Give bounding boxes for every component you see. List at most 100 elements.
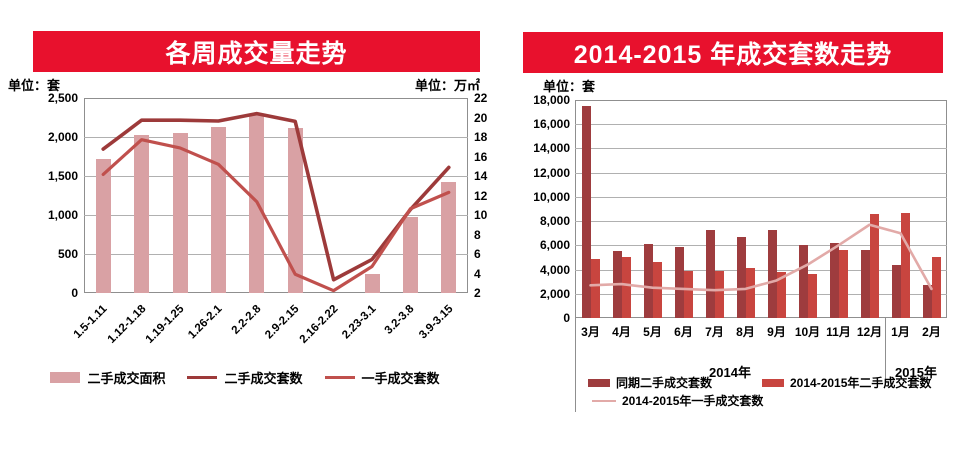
- secondary-axis-tick-label: 16: [474, 149, 488, 164]
- x-axis-month-label: 3月: [581, 325, 600, 339]
- y-axis-tick-label: 6,000: [539, 238, 570, 253]
- previous-period-bar: [767, 229, 777, 318]
- secondary-axis-tick-label: 22: [474, 91, 488, 105]
- weekly-left-axis-unit: 单位：套: [8, 78, 61, 93]
- previous-period-bar: [643, 244, 653, 318]
- gridline: [575, 148, 947, 150]
- gridline: [84, 254, 468, 255]
- previous-period-bar: [860, 250, 870, 318]
- y-axis-tick-label: 1,000: [47, 208, 78, 222]
- area-bar: [172, 133, 188, 293]
- area-bar: [402, 216, 418, 293]
- gridline: [84, 176, 468, 177]
- y-axis-tick-label: 2,500: [47, 91, 78, 105]
- current-period-bar: [838, 250, 848, 318]
- x-axis-month-label: 9月: [767, 325, 786, 339]
- x-axis-month-label: 8月: [736, 325, 755, 339]
- y-axis-tick-label: 0: [71, 286, 78, 300]
- gridline: [575, 124, 947, 126]
- x-axis-month-label: 6月: [674, 325, 693, 339]
- year-label-2014: 2014年: [709, 365, 751, 380]
- y-axis-tick-label: 8,000: [539, 214, 570, 229]
- yearly-chart-title: 2014-2015 年成交套数走势: [523, 32, 943, 73]
- x-axis-month-label: 7月: [705, 325, 724, 339]
- second-hand-units-line: [101, 111, 451, 282]
- bar-swatch: [762, 378, 784, 387]
- gridline: [575, 196, 947, 198]
- area-bar: [95, 159, 111, 293]
- first-hand-units-line: [101, 138, 451, 293]
- y-axis-tick-label: 12,000: [533, 165, 570, 180]
- y-axis-tick-label: 1,500: [47, 169, 78, 183]
- gridline: [575, 293, 947, 295]
- gridline: [575, 172, 947, 174]
- legend-item: 二手成交套数: [187, 368, 303, 387]
- line-swatch: [324, 376, 355, 379]
- y-axis-tick-label: 2,000: [539, 286, 570, 301]
- y-axis-tick-label: 18,000: [533, 93, 570, 107]
- secondary-axis-tick-label: 18: [474, 130, 488, 144]
- previous-period-bar: [581, 106, 591, 318]
- legend-item: 一手成交套数: [324, 368, 440, 387]
- previous-period-bar: [736, 236, 746, 318]
- area-bar: [364, 274, 380, 293]
- x-axis-month-label: 12月: [856, 325, 883, 339]
- area-bar: [287, 128, 303, 293]
- current-period-bar: [745, 268, 755, 318]
- legend-label: 一手成交套数: [361, 371, 440, 386]
- current-period-bar: [776, 271, 786, 318]
- previous-period-bar: [798, 245, 808, 318]
- gridline: [84, 215, 468, 216]
- secondary-axis-tick-label: 12: [474, 188, 488, 203]
- x-axis-month-label: 1月: [891, 325, 910, 339]
- x-axis-month-label: 5月: [643, 325, 662, 339]
- previous-period-bar: [829, 242, 839, 318]
- y-axis-tick-label: 14,000: [533, 141, 570, 156]
- secondary-axis-tick-label: 20: [474, 110, 488, 125]
- legend-label: 同期二手成交套数: [616, 376, 713, 390]
- weekly-right-axis-unit: 单位：万㎡: [414, 78, 480, 93]
- legend-label: 二手成交面积: [87, 371, 166, 386]
- year-divider: [575, 318, 576, 412]
- legend-label: 2014-2015年一手成交套数: [622, 394, 764, 408]
- weekly-chart-legend: 二手成交面积 二手成交套数 一手成交套数: [0, 368, 490, 387]
- current-period-bar: [652, 262, 662, 318]
- weekly-chart-title: 各周成交量走势: [33, 31, 480, 72]
- legend-item: 二手成交面积: [50, 368, 165, 387]
- gridline: [575, 245, 947, 247]
- current-period-bar: [590, 258, 600, 318]
- yearly-left-axis-unit: 单位：套: [543, 79, 596, 94]
- current-period-bar: [807, 274, 817, 318]
- legend-item: 2014-2015年二手成交套数: [762, 374, 931, 391]
- y-axis-tick-label: 16,000: [533, 117, 570, 132]
- current-period-bar: [931, 257, 941, 318]
- gridline: [84, 137, 468, 138]
- year-label-2015: 2015年: [895, 365, 937, 380]
- current-period-bar: [714, 270, 724, 318]
- y-axis-tick-label: 500: [57, 247, 78, 261]
- current-period-bar: [900, 212, 910, 318]
- y-axis-tick-label: 2,000: [47, 130, 78, 144]
- x-axis-month-label: 4月: [612, 325, 631, 339]
- x-axis-month-label: 2月: [922, 325, 941, 339]
- legend-label: 2014-2015年二手成交套数: [790, 376, 932, 390]
- line-swatch: [187, 375, 218, 380]
- area-bar: [441, 181, 457, 293]
- year-divider: [885, 318, 886, 386]
- previous-period-bar: [922, 285, 932, 318]
- previous-period-bar: [674, 246, 684, 318]
- area-bar: [134, 135, 150, 293]
- y-axis-tick-label: 10,000: [533, 189, 570, 204]
- y-axis-tick-label: 0: [563, 311, 570, 325]
- current-period-bar: [683, 270, 693, 318]
- gridline: [575, 221, 947, 223]
- line-swatch: [592, 399, 616, 402]
- secondary-axis-tick-label: 2: [474, 286, 481, 300]
- bar-swatch: [50, 372, 81, 383]
- current-period-bar: [621, 257, 631, 318]
